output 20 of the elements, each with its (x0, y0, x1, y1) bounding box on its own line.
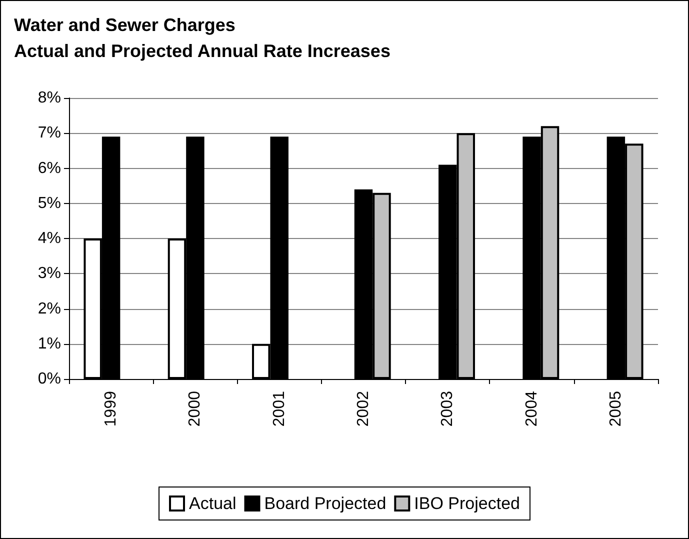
chart-title: Water and Sewer Charges Actual and Projected Annual Rate Increases (14, 15, 390, 61)
x-tick-label: 1999 (102, 390, 120, 427)
legend-label: Board Projected (264, 494, 386, 513)
y-tick-label: 3% (38, 265, 61, 282)
y-tick-label: 1% (38, 335, 61, 352)
legend-label: Actual (189, 494, 236, 513)
x-tick-label: 2001 (270, 390, 288, 427)
y-tick-label: 0% (38, 370, 61, 388)
x-tick-label: 2005 (607, 390, 624, 427)
legend-label: IBO Projected (414, 494, 520, 513)
x-tick-label: 2003 (439, 390, 456, 427)
y-tick-label: 2% (38, 300, 61, 318)
x-tick-label: 2004 (523, 390, 540, 427)
y-tick-label: 7% (38, 124, 61, 142)
y-tick-label: 4% (38, 230, 61, 247)
x-tick-label: 2002 (355, 390, 372, 427)
y-tick-label: 6% (38, 160, 61, 177)
y-tick-label: 8% (38, 90, 61, 106)
x-tick-label: 2000 (186, 390, 204, 427)
y-tick-label: 5% (38, 194, 61, 212)
